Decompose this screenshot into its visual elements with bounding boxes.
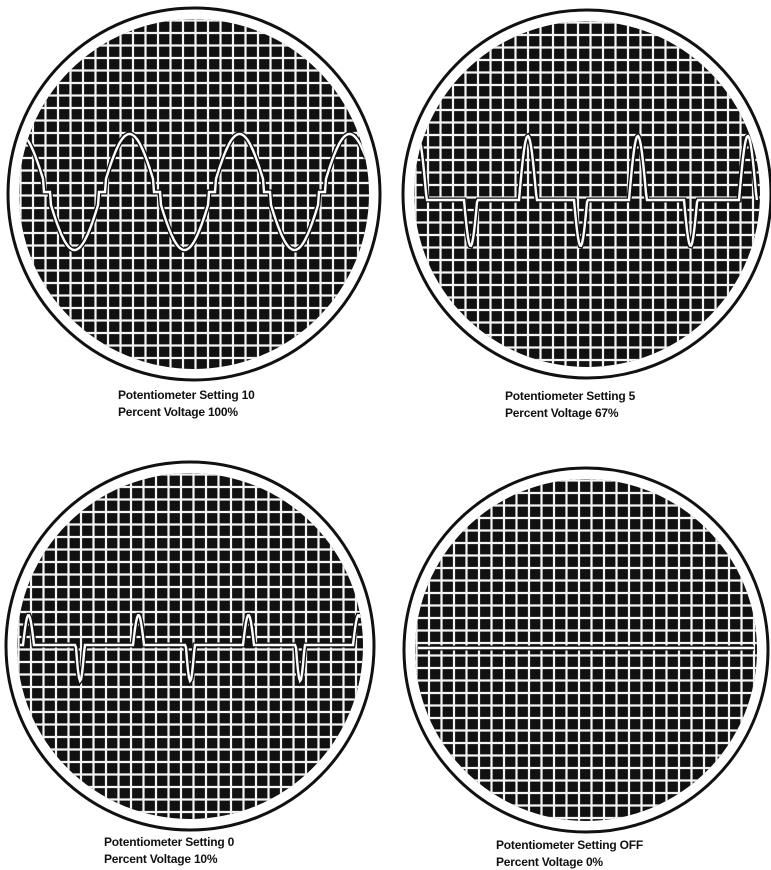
caption-line: Percent Voltage 67% [505, 406, 619, 420]
caption-line: Potentiometer Setting OFF [496, 838, 643, 852]
caption-line: Percent Voltage 10% [104, 852, 218, 866]
figure: Potentiometer Setting 10 Percent Voltage… [0, 0, 771, 870]
caption-line: Potentiometer Setting 10 [118, 388, 255, 402]
caption-line: Percent Voltage 100% [118, 405, 238, 419]
caption-line: Percent Voltage 0% [496, 855, 603, 869]
caption-line: Potentiometer Setting 5 [505, 389, 636, 403]
caption-line: Potentiometer Setting 0 [104, 835, 235, 849]
page: {"panels": [ {"caption": ["Potentiometer… [0, 0, 771, 870]
